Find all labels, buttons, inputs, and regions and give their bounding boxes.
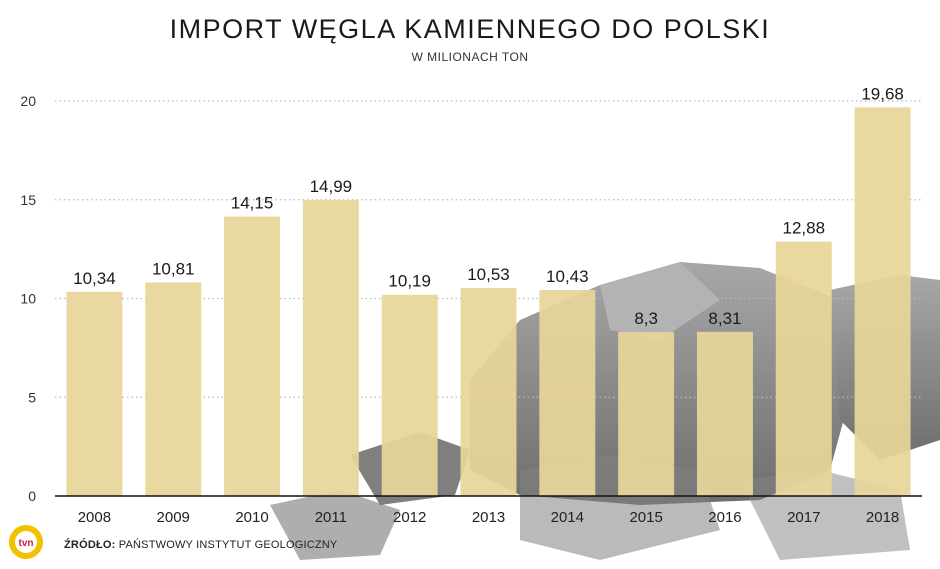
value-label: 10,19 — [388, 272, 431, 291]
y-tick-label: 0 — [28, 488, 36, 504]
x-tick-label: 2008 — [78, 509, 111, 526]
bar-2012 — [381, 294, 438, 496]
y-axis-ticks: 0 5 10 15 20 — [20, 93, 36, 504]
svg-text:tvn: tvn — [19, 538, 34, 549]
coal-background-image — [270, 262, 940, 560]
value-label: 8,31 — [708, 309, 741, 328]
bar-2014 — [539, 290, 596, 496]
x-tick-label: 2017 — [787, 509, 820, 526]
value-label: 8,3 — [634, 309, 658, 328]
chart-subtitle: W MILIONACH TON — [411, 50, 529, 64]
source-text: PAŃSTWOWY INSTYTUT GEOLOGICZNY — [118, 539, 338, 551]
bar-2008 — [66, 291, 123, 496]
value-label: 10,53 — [467, 265, 510, 284]
bar-2009 — [145, 282, 202, 496]
bar-2015 — [618, 332, 675, 496]
x-tick-label: 2016 — [708, 509, 741, 526]
y-tick-label: 10 — [20, 291, 36, 307]
bar-2016 — [696, 331, 753, 496]
x-tick-label: 2018 — [866, 509, 899, 526]
x-tick-label: 2012 — [393, 509, 426, 526]
bar-2010 — [224, 216, 281, 496]
x-tick-label: 2011 — [315, 509, 347, 526]
x-axis-labels: 2008 2009 2010 2011 2012 2013 2014 2015 2016 2017… — [78, 509, 900, 526]
source-note: ŹRÓDŁO: PAŃSTWOWY INSTYTUT GEOLOGICZNY — [64, 539, 337, 551]
y-tick-label: 5 — [28, 389, 36, 405]
x-tick-label: 2009 — [157, 509, 190, 526]
value-label: 12,88 — [782, 219, 825, 238]
y-tick-label: 20 — [20, 93, 36, 109]
x-tick-label: 2010 — [235, 509, 268, 526]
value-label: 10,34 — [73, 269, 116, 288]
y-tick-label: 15 — [20, 192, 36, 208]
value-label: 10,43 — [546, 267, 589, 286]
chart-title: IMPORT WĘGLA KAMIENNEGO DO POLSKI — [169, 14, 771, 44]
bar-2018 — [854, 107, 911, 496]
bars-group — [66, 107, 911, 496]
source-label: ŹRÓDŁO: — [64, 539, 116, 551]
bar-2017 — [775, 241, 832, 496]
bar-2011 — [302, 199, 359, 496]
value-label: 19,68 — [861, 84, 904, 103]
bar-2013 — [460, 288, 517, 496]
tvn24-bis-logo: tvn — [9, 525, 43, 559]
x-tick-label: 2015 — [629, 509, 662, 526]
value-label: 14,99 — [310, 177, 353, 196]
x-tick-label: 2013 — [472, 509, 505, 526]
x-tick-label: 2014 — [551, 509, 584, 526]
value-label: 10,81 — [152, 260, 195, 279]
value-label: 14,15 — [231, 194, 274, 213]
value-labels: 10,34 10,81 14,15 14,99 10,19 10,53 10,43 8,3 8,… — [73, 84, 904, 328]
